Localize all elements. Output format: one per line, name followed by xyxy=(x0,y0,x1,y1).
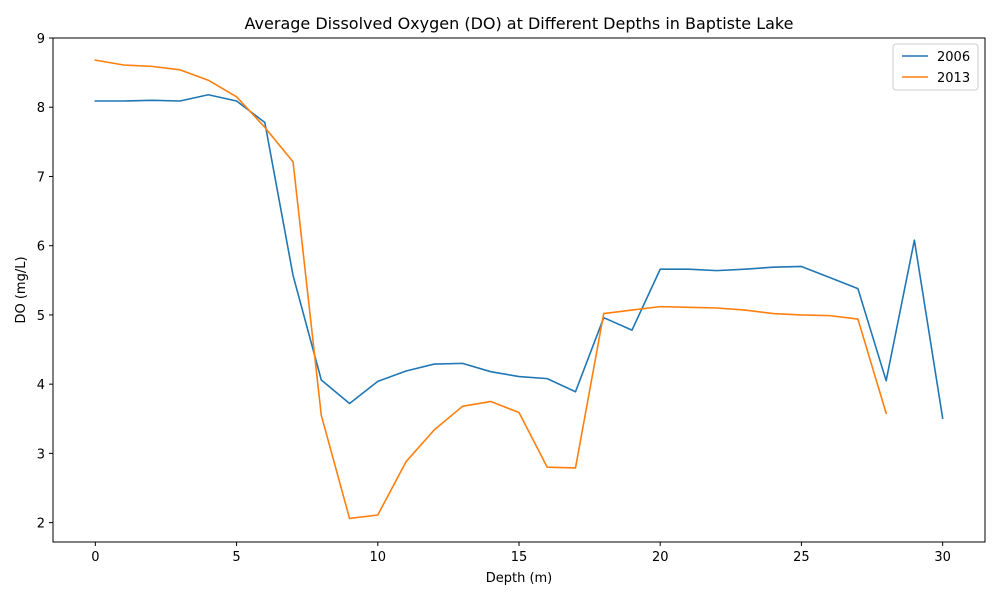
y-axis-title: DO (mg/L) xyxy=(14,256,29,323)
x-axis-title: Depth (m) xyxy=(486,571,553,586)
legend: 2006 2013 xyxy=(892,43,979,91)
y-tick-label: 8 xyxy=(37,101,45,116)
y-tick-label: 6 xyxy=(37,240,45,255)
y-tick-label: 3 xyxy=(37,447,45,462)
x-tick-label: 5 xyxy=(232,550,240,565)
x-tick-label: 30 xyxy=(934,550,951,565)
y-tick-label: 2 xyxy=(37,517,45,532)
legend-label-2006: 2006 xyxy=(937,50,970,65)
plot-area: 0 5 10 15 20 25 30 2 3 4 5 6 7 8 9 xyxy=(37,32,986,565)
y-tick-label: 9 xyxy=(37,32,45,47)
plot-frame xyxy=(52,37,986,543)
x-tick-label: 25 xyxy=(793,550,810,565)
series-line-2013 xyxy=(94,59,888,520)
legend-label-2013: 2013 xyxy=(937,71,970,86)
y-tick-label: 7 xyxy=(37,170,45,185)
x-tick-label: 0 xyxy=(91,550,99,565)
x-tick-label: 15 xyxy=(511,550,528,565)
chart-title: Average Dissolved Oxygen (DO) at Differe… xyxy=(245,14,794,33)
y-tick-label: 5 xyxy=(37,309,45,324)
y-tick-label: 4 xyxy=(37,378,45,393)
x-tick-label: 10 xyxy=(370,550,387,565)
x-tick-label: 20 xyxy=(652,550,669,565)
series-line-2006 xyxy=(94,93,944,419)
